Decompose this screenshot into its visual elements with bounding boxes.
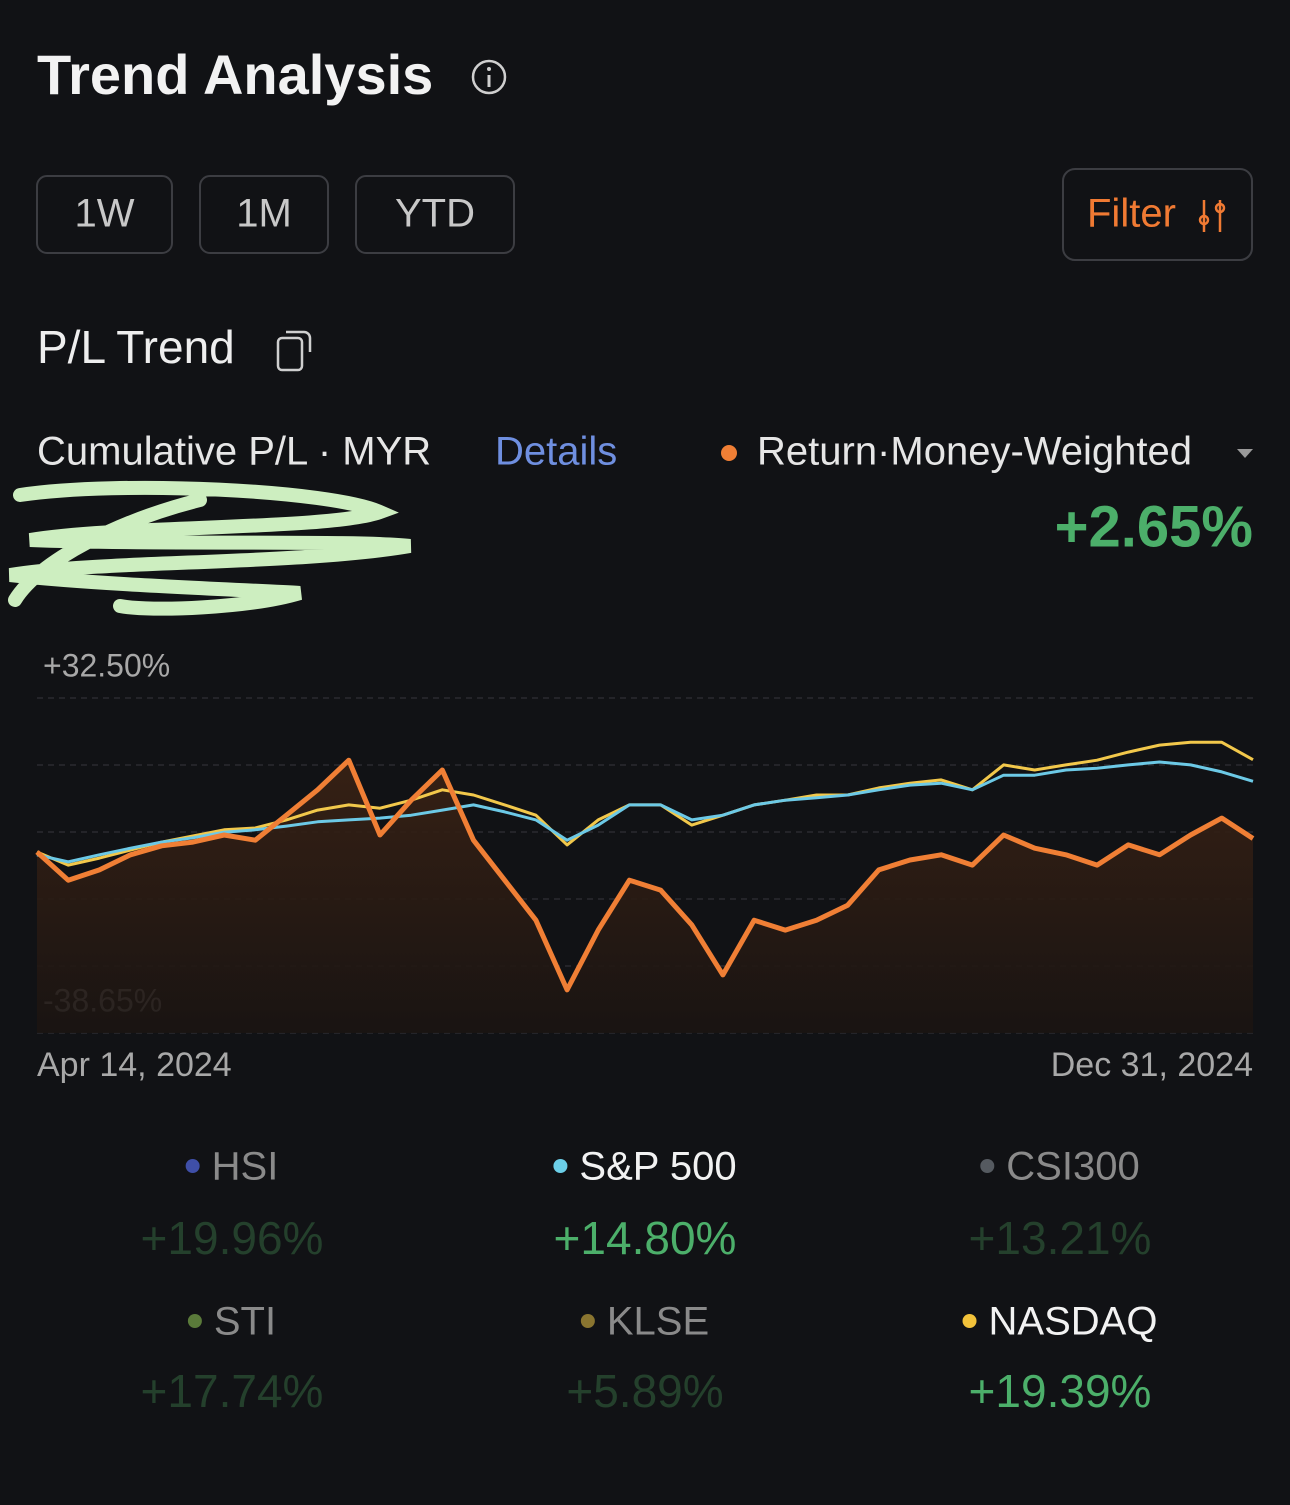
period-label: 1M [236,192,292,236]
period-label: 1W [75,192,135,236]
info-icon[interactable] [471,59,507,95]
benchmark-return: +5.89% [566,1365,723,1417]
filter-icon [1198,200,1226,232]
benchmark-name: NASDAQ [989,1300,1158,1344]
benchmark-dot [980,1159,995,1173]
series-line [35,757,1255,993]
period-label: YTD [395,192,475,236]
benchmark-name: HSI [212,1145,279,1189]
period-1w[interactable]: 1W [36,175,173,254]
benchmark[interactable]: STI +17.74% [141,1300,324,1418]
benchmark-grid: HSI +19.96% S&P 500 +14.80% CSI300 +13.21% STI… [141,1145,1158,1418]
copy-icon[interactable] [276,330,312,372]
filter-label: Filter [1087,192,1176,236]
benchmark-dot [187,1314,202,1328]
benchmark-name: STI [214,1300,276,1344]
legend-dot [721,445,737,461]
benchmark-return: +19.96% [141,1212,324,1264]
chart-subtitle: Cumulative P/L · MYR [37,430,431,474]
x-tick-label: Dec 31, 2024 [1051,1046,1253,1084]
series-line [36,760,1254,864]
legend-label[interactable]: Return·Money-Weighted [757,430,1192,474]
return-value: +2.65% [1055,494,1253,559]
benchmark-name: CSI300 [1006,1145,1139,1189]
period-1m[interactable]: 1M [199,175,329,254]
dropdown-arrow[interactable] [1237,449,1253,458]
area [37,760,1253,1033]
filter-button[interactable]: Filter [1062,168,1253,261]
page-title: Trend Analysis [37,43,433,106]
benchmark-return: +13.21% [969,1212,1152,1264]
benchmark[interactable]: HSI +19.96% [141,1145,324,1265]
redaction-scribble [8,480,412,616]
benchmark-dot [962,1314,977,1328]
benchmark[interactable]: CSI300 +13.21% [969,1145,1152,1265]
benchmark-name: KLSE [607,1300,709,1344]
benchmark[interactable]: S&P 500 +14.80% [553,1145,737,1265]
x-tick-label: Apr 14, 2024 [37,1046,232,1084]
benchmark[interactable]: NASDAQ +19.39% [962,1300,1158,1418]
benchmark-return: +19.39% [969,1365,1152,1417]
benchmark-dot [580,1314,595,1328]
benchmark-return: +17.74% [141,1365,324,1417]
benchmark-dot [185,1159,200,1173]
period-ytd[interactable]: YTD [355,175,515,254]
details-link[interactable]: Details [495,430,617,474]
benchmark-dot [553,1159,568,1173]
benchmark-name: S&P 500 [579,1145,736,1189]
section-title: P/L Trend [37,321,235,373]
benchmark[interactable]: KLSE +5.89% [566,1300,723,1418]
benchmark-return: +14.80% [554,1212,737,1264]
y-tick-label: +32.50% [43,647,170,683]
